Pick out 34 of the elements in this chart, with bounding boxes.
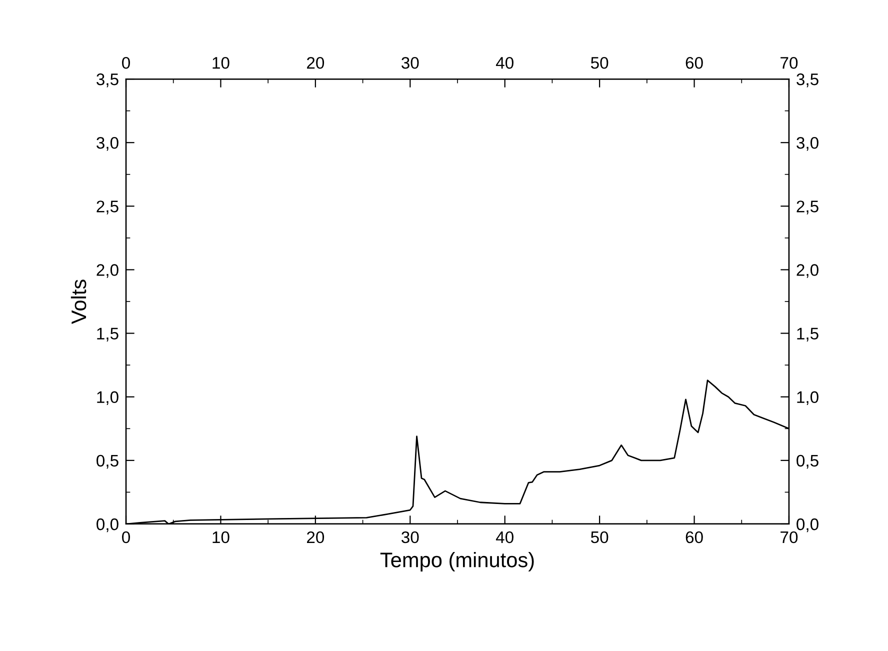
- y2-tick-label: 3,5: [796, 73, 818, 88]
- x2-tick-label: 50: [590, 56, 608, 69]
- x2-tick-label: 30: [402, 56, 419, 69]
- y-axis-title: Volts: [70, 280, 86, 324]
- x-axis-title: Tempo (minutos): [380, 552, 534, 572]
- x-tick-label: 20: [307, 531, 324, 544]
- x2-tick-label: 0: [122, 56, 130, 69]
- y2-tick-label: 0,5: [796, 454, 818, 469]
- y-tick-label: 0,0: [96, 518, 118, 532]
- y2-tick-label: 0,0: [796, 518, 818, 532]
- x-tick-label: 60: [686, 531, 703, 544]
- x-tick-label: 50: [590, 531, 608, 544]
- y-tick-label: 1,0: [97, 391, 118, 406]
- x2-tick-label: 10: [212, 56, 230, 69]
- x-tick-label: 40: [496, 531, 514, 544]
- y2-tick-label: 1,5: [797, 328, 818, 342]
- y2-tick-label: 1,0: [797, 391, 818, 406]
- x-tick-label: 30: [402, 531, 419, 544]
- y-tick-label: 0,5: [96, 454, 118, 469]
- y2-tick-label: 2,0: [796, 264, 818, 278]
- x2-tick-label: 40: [496, 56, 514, 69]
- y-tick-label: 2,0: [96, 264, 118, 278]
- x2-tick-label: 70: [780, 56, 798, 69]
- x-tick-label: 70: [780, 531, 798, 544]
- x-tick-label: 0: [122, 531, 130, 544]
- x-tick-label: 10: [212, 531, 230, 544]
- y-tick-label: 3,0: [96, 137, 118, 151]
- y-tick-label: 2,5: [96, 200, 118, 214]
- y-tick-label: 3,5: [96, 73, 118, 88]
- y2-tick-label: 2,5: [796, 200, 818, 214]
- x2-tick-label: 20: [307, 56, 324, 69]
- x2-tick-label: 60: [686, 56, 703, 69]
- y-tick-label: 1,5: [97, 328, 118, 342]
- y2-tick-label: 3,0: [796, 137, 818, 151]
